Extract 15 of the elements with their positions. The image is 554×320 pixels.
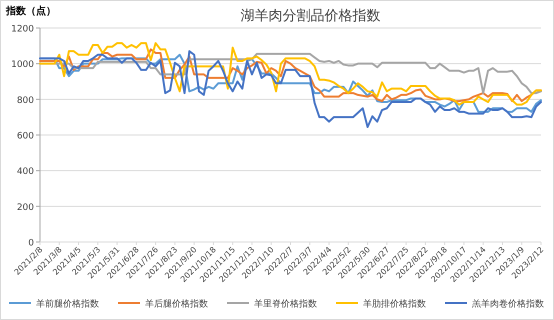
legend-label: 羊肋排价格指数 <box>363 298 426 310</box>
y-tick-label: 400 <box>16 167 34 178</box>
legend-label: 羊前腿价格指数 <box>36 298 99 310</box>
y-tick-label: 1200 <box>11 24 34 34</box>
y-tick-label: 200 <box>16 202 34 213</box>
y-tick-label: 0 <box>28 238 34 248</box>
chart-title: 湖羊肉分割品价格指数 <box>240 8 380 24</box>
line-series <box>39 50 542 128</box>
legend-label: 羊里脊价格指数 <box>254 298 317 310</box>
y-tick-label: 800 <box>16 96 34 106</box>
legend-label: 羔羊肉卷价格指数 <box>472 298 544 310</box>
y-tick-label: 600 <box>16 132 34 142</box>
y-tick-label: 1000 <box>11 60 34 70</box>
y-axis-title: 指数（点） <box>5 5 56 17</box>
legend-label: 羊后腿价格指数 <box>145 298 208 310</box>
